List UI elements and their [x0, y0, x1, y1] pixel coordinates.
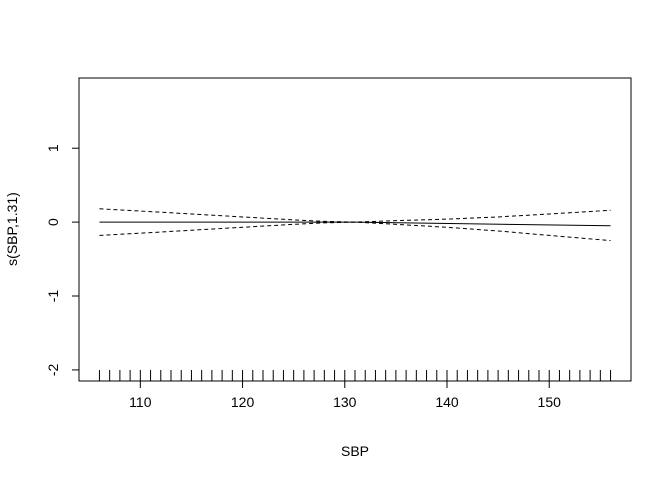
x-tick-label: 110	[129, 394, 152, 410]
confidence-band-line-1	[99, 208, 611, 223]
y-tick-label: -1	[45, 290, 61, 303]
x-tick-label: 140	[435, 394, 459, 410]
x-tick-label: 130	[333, 394, 357, 410]
x-axis-title: SBP	[341, 443, 369, 459]
series-layer	[99, 208, 611, 242]
x-tick-label: 120	[231, 394, 255, 410]
y-axis: -2 -1 0 1	[45, 144, 80, 376]
rug-layer	[98, 370, 612, 381]
y-tick-label: -2	[45, 363, 61, 376]
confidence-band-line-2	[99, 221, 611, 242]
plot-frame	[78, 77, 632, 382]
x-tick-label: 150	[538, 394, 562, 410]
y-tick-label: 0	[45, 218, 61, 226]
smooth-fit-line-0	[99, 221, 611, 227]
y-tick-label: 1	[45, 144, 61, 152]
y-axis-title: s(SBP,1.31)	[4, 192, 20, 266]
x-axis: 110 120 130 140 150	[129, 380, 562, 410]
